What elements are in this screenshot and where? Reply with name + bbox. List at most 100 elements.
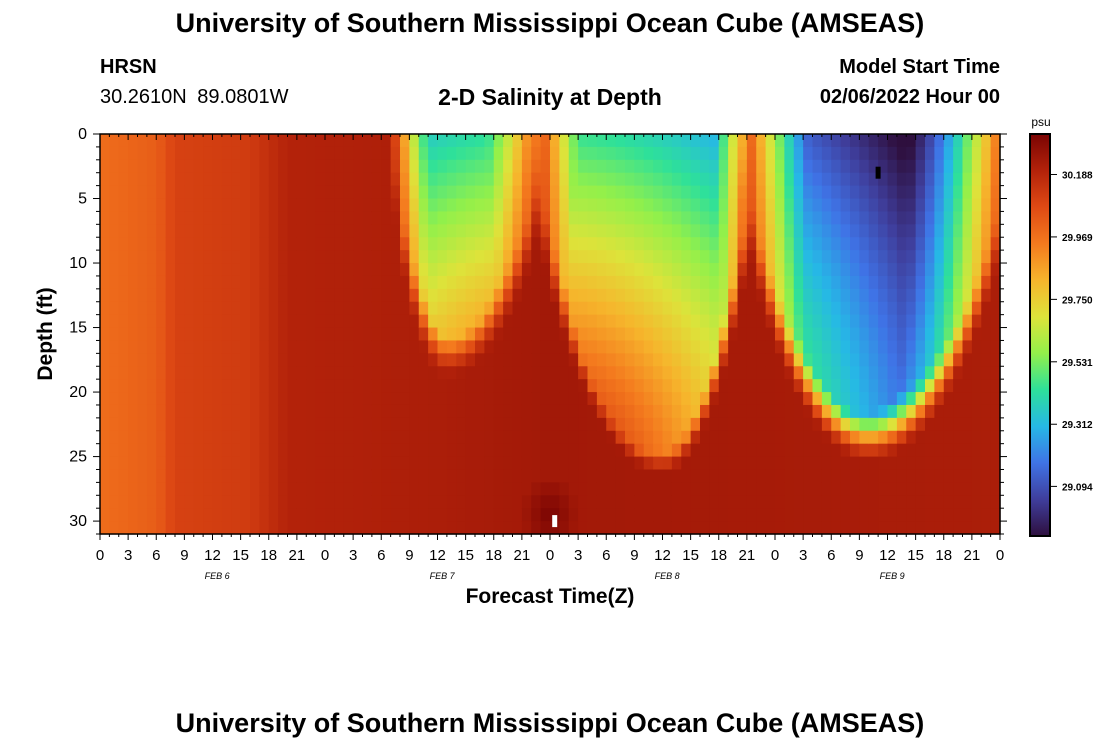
heatmap-cell bbox=[428, 327, 439, 342]
heatmap-cell bbox=[550, 392, 560, 406]
heatmap-cell bbox=[625, 211, 635, 225]
heatmap-cell bbox=[240, 417, 251, 432]
heatmap-cell bbox=[831, 340, 842, 354]
heatmap-cell bbox=[990, 430, 1001, 445]
heatmap-cell bbox=[634, 146, 645, 161]
heatmap-cell bbox=[165, 495, 176, 509]
heatmap-cell bbox=[343, 443, 354, 458]
heatmap-cell bbox=[418, 366, 429, 380]
heatmap-cell bbox=[793, 404, 804, 419]
heatmap-cell bbox=[278, 417, 289, 432]
heatmap-cell bbox=[550, 508, 560, 522]
heatmap-cell bbox=[915, 237, 926, 251]
heatmap-cell bbox=[409, 366, 420, 380]
heatmap-cell bbox=[540, 134, 551, 148]
heatmap-cell bbox=[653, 314, 664, 329]
heatmap-cell bbox=[343, 237, 354, 251]
heatmap-cell bbox=[784, 327, 795, 342]
heatmap-cell bbox=[137, 146, 148, 161]
heatmap-cell bbox=[803, 366, 814, 380]
heatmap-cell bbox=[193, 495, 204, 509]
heatmap-cell bbox=[681, 495, 692, 509]
heatmap-cell bbox=[109, 172, 120, 187]
heatmap-cell bbox=[503, 469, 514, 483]
heatmap-cell bbox=[212, 379, 223, 393]
heatmap-cell bbox=[221, 482, 232, 496]
heatmap-cell bbox=[690, 237, 701, 251]
heatmap-cell bbox=[821, 379, 832, 393]
heatmap-cell bbox=[203, 263, 214, 277]
x-tick-label: 12 bbox=[204, 547, 221, 564]
heatmap-cell bbox=[315, 521, 326, 535]
heatmap-cell bbox=[568, 134, 579, 148]
heatmap-cell bbox=[756, 172, 767, 187]
heatmap-cell bbox=[437, 521, 448, 535]
heatmap-cell bbox=[878, 443, 889, 458]
heatmap-cell bbox=[184, 327, 195, 342]
heatmap-cell bbox=[118, 198, 129, 213]
heatmap-cell bbox=[484, 482, 495, 496]
heatmap-cell bbox=[475, 314, 485, 329]
heatmap-cell bbox=[259, 456, 270, 471]
heatmap-cell bbox=[287, 379, 298, 393]
heatmap-cell bbox=[371, 443, 382, 458]
heatmap-cell bbox=[906, 366, 917, 380]
heatmap-cells bbox=[100, 134, 1001, 535]
heatmap-cell bbox=[475, 392, 485, 406]
heatmap-cell bbox=[971, 379, 982, 393]
heatmap-cell bbox=[118, 159, 129, 174]
heatmap-cell bbox=[484, 417, 495, 432]
heatmap-cell bbox=[409, 482, 420, 496]
heatmap-cell bbox=[662, 288, 673, 303]
heatmap-cell bbox=[446, 340, 457, 354]
heatmap-cell bbox=[240, 456, 251, 471]
heatmap-cell bbox=[175, 508, 185, 522]
heatmap-cell bbox=[775, 392, 785, 406]
heatmap-cell bbox=[268, 288, 279, 303]
heatmap-cell bbox=[737, 159, 748, 174]
heatmap-cell bbox=[240, 134, 251, 148]
heatmap-cell bbox=[737, 353, 748, 367]
heatmap-cell bbox=[184, 159, 195, 174]
heatmap-cell bbox=[756, 379, 767, 393]
heatmap-cell bbox=[315, 456, 326, 471]
heatmap-cell bbox=[850, 250, 860, 264]
heatmap-cell bbox=[700, 495, 710, 509]
heatmap-cell bbox=[240, 263, 251, 277]
heatmap-cell bbox=[137, 237, 148, 251]
heatmap-cell bbox=[878, 456, 889, 471]
heatmap-cell bbox=[765, 275, 776, 290]
heatmap-cell bbox=[990, 469, 1001, 483]
heatmap-cell bbox=[746, 456, 757, 471]
heatmap-cell bbox=[306, 482, 317, 496]
heatmap-cell bbox=[240, 314, 251, 329]
heatmap-cell bbox=[456, 508, 467, 522]
heatmap-cell bbox=[925, 353, 935, 367]
heatmap-cell bbox=[878, 379, 889, 393]
heatmap-cell bbox=[756, 469, 767, 483]
heatmap-cell bbox=[587, 288, 598, 303]
heatmap-cell bbox=[943, 417, 954, 432]
x-tick-label: 12 bbox=[879, 547, 896, 564]
heatmap-cell bbox=[512, 392, 523, 406]
heatmap-cell bbox=[540, 224, 551, 238]
heatmap-cell bbox=[596, 314, 607, 329]
heatmap-cell bbox=[231, 521, 242, 535]
heatmap-cell bbox=[550, 327, 560, 342]
heatmap-cell bbox=[287, 275, 298, 290]
heatmap-cell bbox=[681, 198, 692, 213]
heatmap-cell bbox=[390, 275, 401, 290]
heatmap-cell bbox=[296, 159, 307, 174]
heatmap-cell bbox=[550, 314, 560, 329]
heatmap-cell bbox=[409, 172, 420, 187]
heatmap-cell bbox=[371, 404, 382, 419]
heatmap-cell bbox=[990, 392, 1001, 406]
heatmap-cell bbox=[568, 366, 579, 380]
heatmap-cell bbox=[962, 430, 973, 445]
heatmap-cell bbox=[193, 469, 204, 483]
heatmap-cell bbox=[746, 288, 757, 303]
heatmap-cell bbox=[756, 340, 767, 354]
heatmap-cell bbox=[456, 456, 467, 471]
heatmap-cell bbox=[840, 521, 851, 535]
heatmap-cell bbox=[156, 469, 167, 483]
